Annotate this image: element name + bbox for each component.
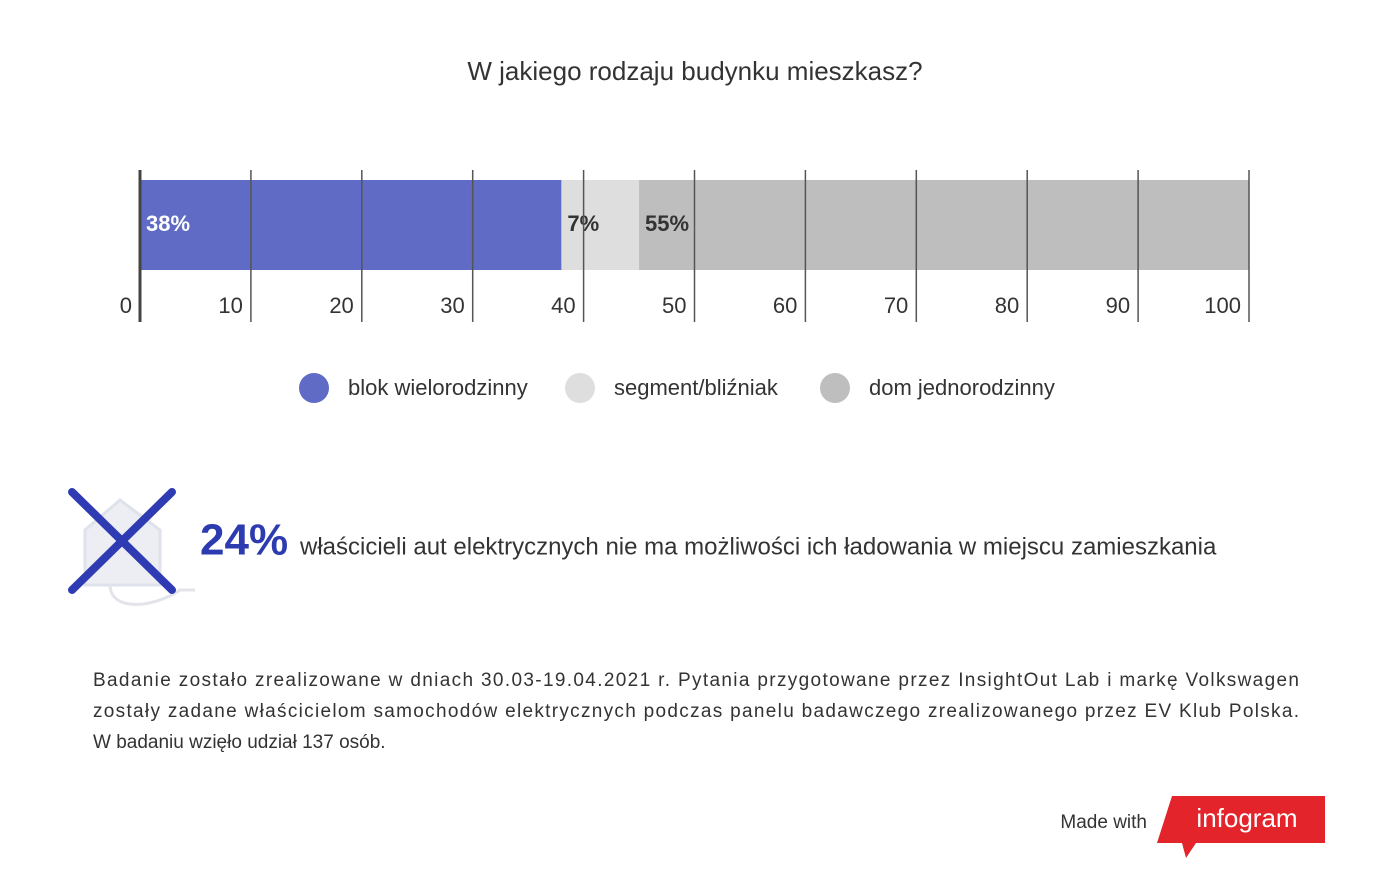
legend-label: dom jednorodzinny bbox=[869, 375, 1055, 400]
branding-name: infogram bbox=[1196, 803, 1297, 833]
callout-text: właścicieli aut elektrycznych nie ma moż… bbox=[299, 533, 1217, 560]
bar-segment bbox=[561, 180, 640, 270]
legend: blok wielorodzinny segment/bliźniak dom je… bbox=[299, 373, 1055, 403]
legend-marker bbox=[299, 373, 329, 403]
x-tick-label: 50 bbox=[662, 293, 686, 318]
footnote-line: Badanie zostało zrealizowane w dniach 30… bbox=[93, 670, 1299, 691]
data-label: 55% bbox=[645, 211, 689, 236]
x-tick-label: 10 bbox=[218, 293, 242, 318]
chart: 38% 7% 55%0 10 20 30 40 50 60 70 80 90 100 bbox=[120, 170, 1250, 322]
bar-segment bbox=[639, 180, 1249, 270]
x-tick-label: 0 bbox=[120, 293, 132, 318]
x-tick-label: 20 bbox=[329, 293, 353, 318]
footnote-line: zostały zadane właścicielom samochodów e… bbox=[93, 701, 1299, 722]
footnote-line: W badaniu wzięło udział 137 osób. bbox=[93, 732, 386, 753]
x-tick-label: 90 bbox=[1106, 293, 1130, 318]
x-tick-label: 70 bbox=[884, 293, 908, 318]
data-label: 38% bbox=[146, 211, 190, 236]
x-tick-label: 60 bbox=[773, 293, 797, 318]
house-icon bbox=[68, 488, 195, 606]
x-tick-label: 40 bbox=[551, 293, 575, 318]
x-tick-label: 100 bbox=[1204, 293, 1241, 318]
branding-prefix: Made with bbox=[1060, 812, 1147, 833]
chart-title: W jakiego rodzaju budynku mieszkasz? bbox=[467, 56, 922, 86]
callout-value: 24% bbox=[200, 516, 288, 565]
legend-label: blok wielorodzinny bbox=[348, 375, 528, 400]
branding-badge bbox=[1157, 796, 1325, 858]
legend-marker bbox=[820, 373, 850, 403]
x-tick-label: 80 bbox=[995, 293, 1019, 318]
bar-segment bbox=[140, 180, 562, 270]
legend-label: segment/bliźniak bbox=[614, 375, 779, 400]
legend-marker bbox=[565, 373, 595, 403]
x-tick-label: 30 bbox=[440, 293, 464, 318]
